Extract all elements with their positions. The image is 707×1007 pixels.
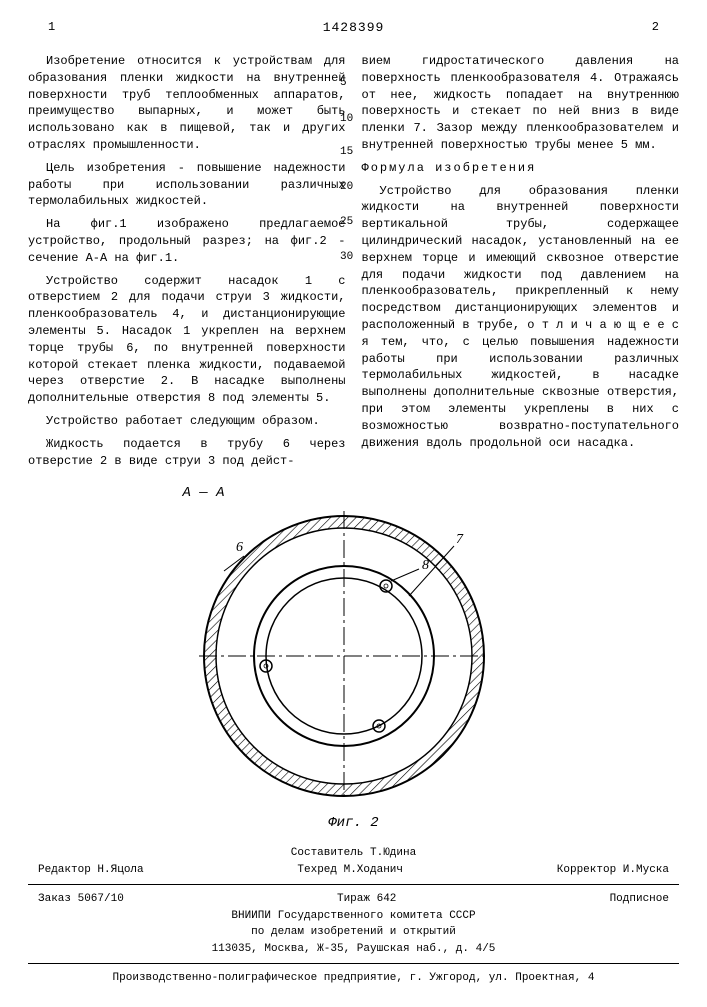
footer-subscribe: Подписное (610, 891, 669, 908)
footer-corrector: Корректор И.Муска (557, 862, 669, 879)
paragraph: Устройство для образования пленки жидкос… (362, 183, 680, 452)
footer-editor: Редактор Н.Яцола (38, 862, 144, 879)
paragraph: Цель изобретения - повышение надежности … (28, 160, 346, 210)
page-number-right: 2 (652, 20, 659, 35)
svg-text:8: 8 (422, 558, 429, 573)
footer-compiler: Составитель Т.Юдина (28, 845, 679, 862)
footer-techred: Техред М.Ходанич (297, 862, 403, 879)
page-number-left: 1 (48, 20, 55, 35)
column-right: вием гидростатического давления на повер… (362, 53, 680, 475)
svg-text:7: 7 (456, 532, 464, 547)
paragraph: Жидкость подается в трубу 6 через отверс… (28, 436, 346, 470)
line-num: 25 (340, 215, 353, 230)
text-columns: Изобретение относится к устройствам для … (28, 53, 679, 475)
footer-org2: по делам изобретений и открытий (28, 924, 679, 941)
paragraph: Устройство работает следующим образом. (28, 413, 346, 430)
footer-order: Заказ 5067/10 (38, 891, 124, 908)
footer-org1: ВНИИПИ Государственного комитета СССР (28, 908, 679, 925)
figure: A — A (28, 485, 679, 831)
paragraph: На фиг.1 изображено предлагаемое устройс… (28, 216, 346, 266)
line-num: 5 (340, 76, 347, 91)
footer: Составитель Т.Юдина Редактор Н.Яцола Тех… (28, 845, 679, 987)
figure-caption: Фиг. 2 (28, 815, 679, 831)
svg-text:6: 6 (236, 540, 243, 555)
footer-tirazh: Тираж 642 (337, 891, 396, 908)
line-num: 20 (340, 180, 353, 195)
paragraph: Изобретение относится к устройствам для … (28, 53, 346, 154)
patent-number: 1428399 (323, 20, 385, 35)
line-num: 15 (340, 145, 353, 160)
footer-print: Производственно-полиграфическое предприя… (28, 970, 679, 987)
footer-addr: 113035, Москва, Ж-35, Раушская наб., д. … (28, 941, 679, 958)
paragraph: Устройство содержит насадок 1 с отверсти… (28, 273, 346, 407)
header: 1 1428399 2 (28, 20, 679, 35)
line-num: 10 (340, 112, 353, 127)
line-num: 30 (340, 250, 353, 265)
column-left: Изобретение относится к устройствам для … (28, 53, 346, 475)
figure-svg: 6 7 8 (194, 501, 514, 811)
paragraph: вием гидростатического давления на повер… (362, 53, 680, 154)
formula-heading: Формула изобретения (362, 160, 680, 177)
section-label: A — A (0, 485, 529, 501)
